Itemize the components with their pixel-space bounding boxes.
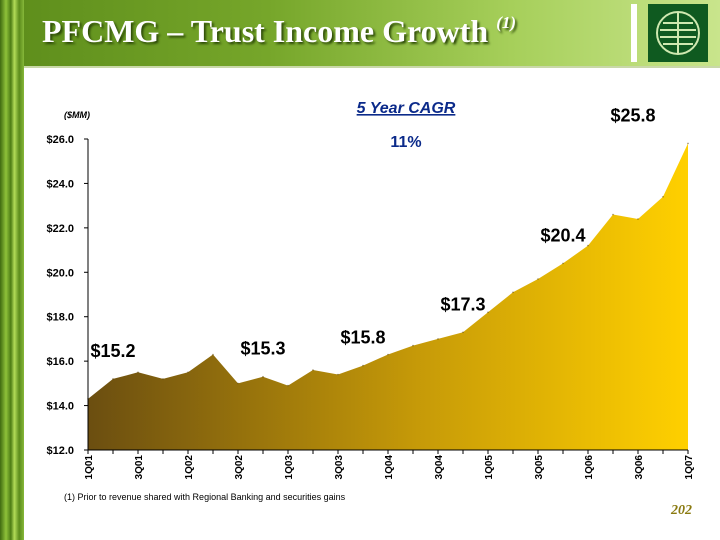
- logo-divider: [631, 4, 637, 62]
- data-point: [112, 378, 114, 380]
- data-point: [662, 196, 664, 198]
- footnote: (1) Prior to revenue shared with Regiona…: [64, 492, 346, 502]
- units-label: ($MM): [64, 110, 90, 120]
- data-point: [687, 142, 689, 145]
- y-tick-label: $26.0: [46, 134, 74, 146]
- x-tick-label: 3Q01: [134, 455, 145, 480]
- data-point: [187, 371, 189, 374]
- y-tick-label: $12.0: [46, 445, 74, 457]
- data-label: $25.8: [610, 105, 655, 125]
- x-tick-label: 3Q03: [334, 455, 345, 480]
- data-point: [587, 244, 589, 247]
- y-tick-label: $22.0: [46, 223, 74, 235]
- y-tick-label: $24.0: [46, 178, 74, 190]
- x-tick-label: 1Q02: [184, 455, 195, 480]
- x-tick-label: 1Q01: [84, 455, 95, 480]
- logo-emblem-icon: [656, 11, 700, 55]
- data-point: [387, 353, 389, 356]
- y-tick-label: $14.0: [46, 401, 74, 413]
- x-tick-label: 1Q07: [684, 455, 695, 480]
- data-point: [487, 311, 489, 314]
- x-tick-label: 3Q04: [434, 455, 445, 480]
- company-logo: [648, 4, 708, 62]
- cagr-title: 5 Year CAGR: [357, 100, 456, 117]
- left-decorative-bar: [0, 0, 24, 540]
- slide-title: PFCMG – Trust Income Growth (1): [42, 13, 516, 50]
- y-tick-label: $20.0: [46, 267, 74, 279]
- data-point: [637, 218, 639, 220]
- data-point: [262, 375, 264, 378]
- page-number: 202: [671, 503, 692, 518]
- x-tick-label: 1Q03: [284, 455, 295, 480]
- x-tick-label: 3Q02: [234, 455, 245, 480]
- data-point: [512, 291, 514, 294]
- data-point: [162, 378, 164, 380]
- data-label: $17.3: [440, 294, 485, 314]
- data-point: [137, 371, 139, 374]
- data-point: [287, 384, 289, 387]
- data-label: $15.8: [340, 328, 385, 348]
- data-label: $15.2: [90, 341, 135, 361]
- data-point: [337, 373, 339, 376]
- x-tick-label: 3Q05: [534, 455, 545, 480]
- cagr-value: 11%: [390, 134, 421, 151]
- x-tick-label: 1Q04: [384, 455, 395, 480]
- trust-income-area: [88, 143, 688, 450]
- data-point: [362, 364, 364, 367]
- data-point: [537, 278, 539, 280]
- slide-title-text: PFCMG – Trust Income Growth: [42, 13, 489, 49]
- y-tick-label: $16.0: [46, 356, 74, 368]
- data-point: [212, 353, 214, 356]
- title-footnote-marker: (1): [496, 13, 517, 32]
- data-point: [437, 338, 439, 340]
- data-point: [462, 331, 464, 334]
- data-point: [412, 344, 414, 347]
- data-point: [312, 369, 314, 371]
- y-tick-label: $18.0: [46, 312, 74, 324]
- data-point: [612, 213, 614, 216]
- x-tick-label: 1Q06: [584, 455, 595, 480]
- data-label: $20.4: [540, 225, 585, 245]
- data-point: [237, 382, 239, 385]
- x-tick-label: 3Q06: [634, 455, 645, 480]
- title-banner: PFCMG – Trust Income Growth (1): [24, 0, 720, 68]
- x-tick-label: 1Q05: [484, 455, 495, 480]
- data-label: $15.3: [240, 339, 285, 359]
- data-point: [562, 262, 564, 265]
